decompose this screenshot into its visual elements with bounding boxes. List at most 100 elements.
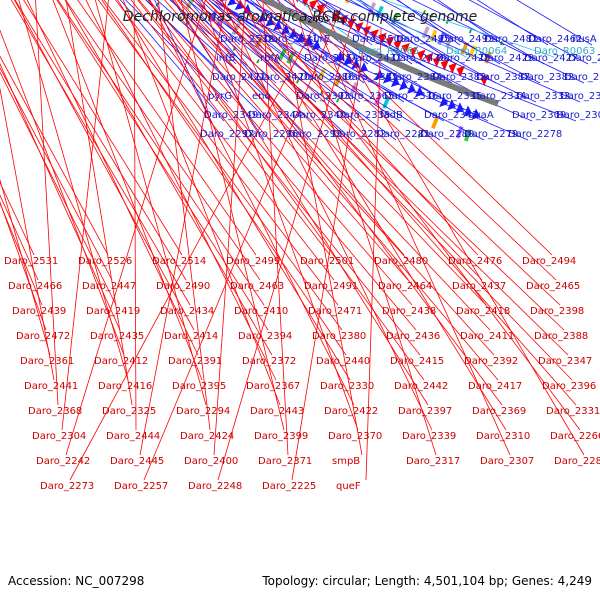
gc-marker: [319, 90, 324, 96]
forward-gene-arrow: [455, 102, 464, 114]
gene-label: Daro_2499: [226, 256, 280, 267]
forward-gene-arrow: [265, 16, 275, 27]
reverse-gene-arrow: [316, 3, 326, 15]
callout-line: [65, 0, 261, 281]
gene-label: Daro_2309: [512, 110, 566, 121]
cog-category-block: [437, 32, 446, 46]
gene-label: Daro_2462: [528, 34, 582, 45]
gene-label: Daro_2400: [184, 456, 238, 467]
gene-label: Daro_2441: [24, 381, 78, 392]
gene-label: guaA: [468, 110, 494, 121]
gene-label: Daro_2257: [114, 481, 168, 492]
gene-label: Daro_2514: [152, 256, 206, 267]
gene-label: Daro_2465: [526, 281, 580, 292]
gene-label: pyrG: [208, 91, 232, 102]
callout-line: [0, 29, 125, 356]
callout-line: [122, 0, 281, 406]
gene-label: Daro_2471: [308, 306, 362, 317]
reverse-gene-arrow: [424, 52, 434, 65]
gene-label: Daro_2412: [94, 356, 148, 367]
callout-lines: [0, 0, 593, 481]
gc-marker: [468, 29, 472, 34]
gc-marker: [336, 98, 340, 103]
callout-line: [201, 0, 359, 431]
gene-label: Daro_2410: [234, 306, 288, 317]
callout-line: [0, 67, 113, 281]
gene-label: Daro_2440: [316, 356, 370, 367]
gene-label: Daro_2293: [288, 129, 342, 140]
callout-line: [278, 0, 363, 456]
cog-category-block: [460, 42, 469, 55]
gene-label: Daro_2279: [464, 129, 518, 140]
gc-marker: [484, 35, 488, 40]
gene-label: Daro_2331: [546, 406, 600, 417]
genome-summary-text: Topology: circular; Length: 4,501,104 bp…: [262, 574, 592, 588]
callout-line: [69, 2, 328, 481]
callout-line: [204, 0, 573, 381]
callout-line: [186, 0, 317, 103]
gene-label: Daro_2380: [312, 331, 366, 342]
gene-label: Daro_2391: [168, 356, 222, 367]
gene-label: Daro_2421: [212, 72, 266, 83]
callout-line: [266, 0, 577, 122]
callout-line: [94, 0, 207, 406]
callout-line: [180, 0, 277, 84]
callout-line: [65, 0, 206, 456]
gene-label: Daro_2365: [340, 91, 394, 102]
gene-label: Daro_2333: [516, 91, 570, 102]
gene-label: Daro_2335: [428, 91, 482, 102]
gene-label: Daro_2280: [420, 129, 474, 140]
callout-line: [0, 55, 109, 256]
callout-line: [216, 0, 361, 103]
gene-label: Daro_2393: [296, 91, 350, 102]
gene-label: Daro_2317: [406, 456, 460, 467]
gene-label: Daro_2429: [480, 53, 534, 64]
gene-label: Daro_R0063: [534, 46, 595, 57]
gene-label: Daro_2445: [110, 456, 164, 467]
callout-line: [204, 0, 569, 356]
callout-line: [297, 0, 493, 103]
callout-line: [149, 0, 355, 406]
reverse-gene-arrow: [393, 39, 403, 51]
gene-label: Daro_2433: [568, 53, 600, 64]
gene-label: Daro_2399: [254, 431, 308, 442]
callout-line: [0, 178, 51, 356]
reverse-gene-arrow: [370, 29, 379, 41]
gene-label: Daro_2349: [204, 110, 258, 121]
gene-label: Daro_2447: [82, 281, 136, 292]
callout-line: [147, 0, 425, 381]
gene-label: Daro_2531: [4, 256, 58, 267]
callout-line: [148, 0, 413, 306]
gene-label: Daro_2417: [468, 381, 522, 392]
gene-label: Daro_2370: [328, 431, 382, 442]
forward-gene-arrow: [398, 79, 408, 91]
callout-line: [119, 0, 225, 122]
callout-line: [262, 0, 289, 456]
gene-label: Daro_2491: [304, 281, 358, 292]
callout-line: [213, 0, 246, 456]
reverse-gene-arrow: [409, 46, 418, 58]
gene-label: Daro_2266: [550, 431, 600, 442]
cog-category-block: [317, 67, 327, 80]
callout-line: [365, 27, 382, 481]
gene-label: Daro_2296: [244, 129, 298, 140]
gene-label: Daro_2397: [398, 406, 452, 417]
reverse-gene-arrow: [456, 65, 465, 77]
gene-label: Daro_2395: [172, 381, 226, 392]
callout-line: [381, 0, 541, 84]
gene-label: surE: [308, 34, 330, 45]
gc-marker: [430, 13, 434, 18]
gene-label: Daro_2310: [476, 431, 530, 442]
gene-label: Daro_2325: [102, 406, 156, 417]
callout-line: [305, 0, 511, 456]
gene-label: queF: [336, 481, 361, 492]
gene-label: Daro_2336: [384, 91, 438, 102]
gene-label: smpB: [332, 456, 360, 467]
gene-label: Daro_2418: [456, 306, 510, 317]
reverse-gene-arrow: [440, 59, 450, 71]
callout-line: [260, 0, 557, 281]
callout-line: [0, 194, 39, 281]
gene-label: Daro_2344: [248, 110, 302, 121]
figure-title: Dechloromonas aromatica RCB, complete ge…: [122, 9, 478, 25]
callout-line: [382, 0, 555, 58]
